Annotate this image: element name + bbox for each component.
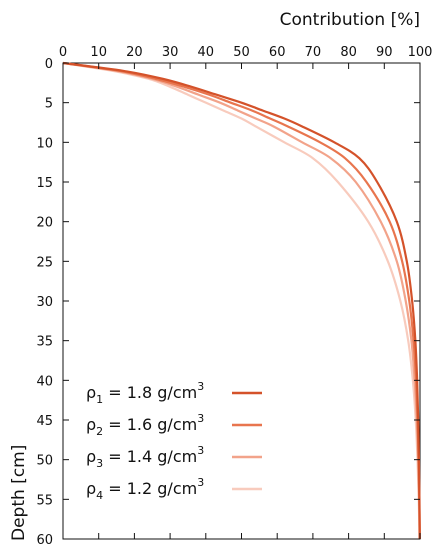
y-tick-label: 20 — [36, 216, 53, 231]
x-tick-label: 10 — [90, 45, 107, 60]
x-tick-label: 80 — [340, 45, 357, 60]
y-axis-title: Depth [cm] — [9, 445, 29, 541]
y-tick-label: 25 — [36, 255, 53, 270]
x-tick-label: 0 — [59, 45, 67, 60]
y-tick-label: 15 — [36, 176, 53, 191]
y-tick-label: 10 — [36, 136, 53, 151]
legend: ρ1 = 1.8 g/cm3 ρ2 = 1.6 g/cm3 ρ3 = 1.4 g/c… — [86, 380, 262, 502]
legend-entry-3: ρ3 = 1.4 g/cm3 — [86, 444, 204, 470]
x-tick-label: 30 — [162, 45, 179, 60]
y-axis-ticks: 0 5 10 15 20 25 30 35 40 45 50 55 60 — [36, 57, 420, 548]
y-tick-label: 40 — [36, 374, 53, 389]
x-tick-label: 100 — [408, 45, 433, 60]
series-line-4 — [62, 61, 421, 540]
y-tick-label: 50 — [36, 454, 53, 469]
y-tick-label: 60 — [36, 533, 53, 548]
x-tick-label: 50 — [233, 45, 250, 60]
x-axis-title: Contribution [%] — [280, 10, 420, 30]
series-line-3 — [62, 61, 421, 540]
y-tick-label: 45 — [36, 414, 53, 429]
x-tick-label: 90 — [376, 45, 393, 60]
plot-area — [62, 62, 421, 540]
legend-entry-1: ρ1 = 1.8 g/cm3 — [86, 380, 204, 406]
series-line-2 — [62, 61, 421, 540]
series-lines — [62, 61, 421, 540]
y-tick-label: 35 — [36, 335, 53, 350]
x-tick-label: 60 — [269, 45, 286, 60]
x-tick-label: 70 — [305, 45, 322, 60]
legend-entry-2: ρ2 = 1.6 g/cm3 — [86, 412, 204, 438]
y-tick-label: 5 — [45, 97, 53, 112]
series-line-1 — [62, 61, 421, 540]
y-tick-label: 0 — [45, 57, 53, 72]
x-tick-label: 20 — [126, 45, 143, 60]
y-tick-label: 55 — [36, 493, 53, 508]
x-axis-ticks: 0 10 20 30 40 50 60 70 80 90 100 — [59, 45, 433, 539]
x-tick-label: 40 — [198, 45, 215, 60]
y-tick-label: 30 — [36, 295, 53, 310]
legend-entry-4: ρ4 = 1.2 g/cm3 — [86, 476, 204, 502]
